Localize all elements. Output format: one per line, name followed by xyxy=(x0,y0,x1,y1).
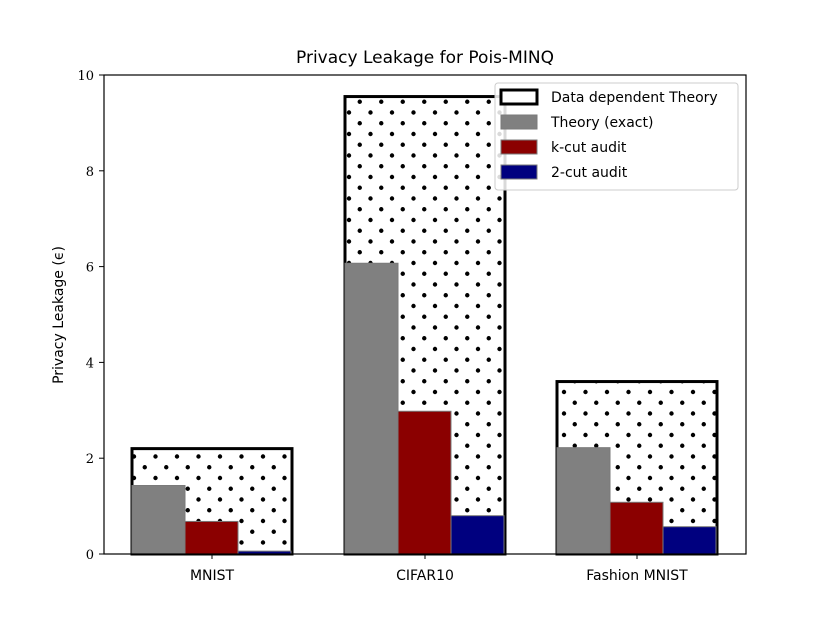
y-tick-label-2: 4 xyxy=(86,356,94,371)
bar-theory-exact--2 xyxy=(556,447,611,555)
legend: Data dependent Theory Theory (exact) k-cut… xyxy=(494,82,739,191)
bars-layer xyxy=(130,95,719,556)
plot-frame xyxy=(103,74,747,555)
y-tick-label-0: 0 xyxy=(86,548,94,563)
bar-theory-exact--1 xyxy=(344,262,399,555)
bar-k-cut-audit-2 xyxy=(609,501,664,555)
bar-theory-exact--0 xyxy=(131,485,186,555)
legend-label-2: k-cut audit xyxy=(551,140,627,156)
x-tick-label-2: Fashion MNIST xyxy=(586,568,688,584)
bar-k-cut-audit-1 xyxy=(397,410,452,555)
legend-swatch-1 xyxy=(500,114,538,130)
bar-2-cut-audit-1 xyxy=(450,515,505,555)
x-tick-label-0: MNIST xyxy=(190,568,235,584)
legend-box xyxy=(494,82,739,191)
legend-swatch-0 xyxy=(499,88,539,106)
x-tick-label-1: CIFAR10 xyxy=(396,568,454,584)
axes-layer: MNIST CIFAR10 Fashion MNIST 0 2 4 6 8 10 xyxy=(77,69,747,584)
bar-k-cut-audit-0 xyxy=(184,520,239,555)
y-axis-label: Privacy Leakage (ϵ) xyxy=(51,246,67,384)
y-tick-label-4: 8 xyxy=(86,165,94,180)
legend-swatch-3 xyxy=(500,164,538,180)
y-tick-label-1: 2 xyxy=(86,452,94,467)
legend-swatch-2 xyxy=(500,139,538,155)
y-tick-label-3: 6 xyxy=(86,261,94,276)
legend-label-1: Theory (exact) xyxy=(550,115,653,131)
bar-2-cut-audit-2 xyxy=(662,526,717,555)
legend-label-0: Data dependent Theory xyxy=(551,90,718,106)
legend-label-3: 2-cut audit xyxy=(551,165,628,181)
y-tick-label-5: 10 xyxy=(77,69,94,84)
chart-title: Privacy Leakage for Pois-MINQ xyxy=(296,48,554,68)
